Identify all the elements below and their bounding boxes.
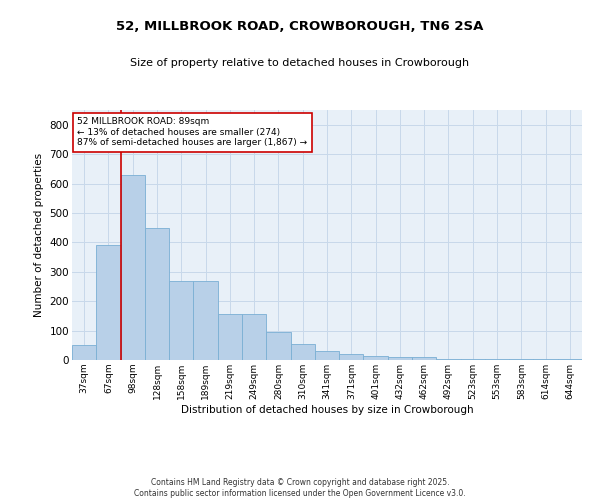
- Text: Size of property relative to detached houses in Crowborough: Size of property relative to detached ho…: [130, 58, 470, 68]
- Bar: [485, 359, 509, 360]
- Bar: [96, 246, 121, 360]
- Bar: [290, 344, 315, 360]
- Bar: [169, 280, 193, 360]
- Bar: [193, 280, 218, 360]
- Text: Contains HM Land Registry data © Crown copyright and database right 2025.
Contai: Contains HM Land Registry data © Crown c…: [134, 478, 466, 498]
- Bar: [72, 346, 96, 360]
- Bar: [266, 332, 290, 360]
- Bar: [315, 351, 339, 360]
- Bar: [218, 314, 242, 360]
- Bar: [145, 228, 169, 360]
- Bar: [436, 358, 461, 360]
- Bar: [388, 357, 412, 360]
- Bar: [412, 357, 436, 360]
- X-axis label: Distribution of detached houses by size in Crowborough: Distribution of detached houses by size …: [181, 404, 473, 414]
- Bar: [121, 174, 145, 360]
- Bar: [242, 314, 266, 360]
- Bar: [339, 354, 364, 360]
- Bar: [461, 358, 485, 360]
- Y-axis label: Number of detached properties: Number of detached properties: [34, 153, 44, 317]
- Bar: [364, 356, 388, 360]
- Text: 52, MILLBROOK ROAD, CROWBOROUGH, TN6 2SA: 52, MILLBROOK ROAD, CROWBOROUGH, TN6 2SA: [116, 20, 484, 33]
- Bar: [509, 359, 533, 360]
- Bar: [533, 358, 558, 360]
- Text: 52 MILLBROOK ROAD: 89sqm
← 13% of detached houses are smaller (274)
87% of semi-: 52 MILLBROOK ROAD: 89sqm ← 13% of detach…: [77, 118, 307, 148]
